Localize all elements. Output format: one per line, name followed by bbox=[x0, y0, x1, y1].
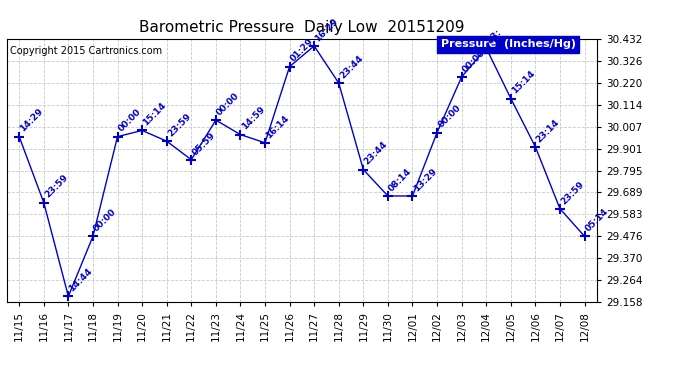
Text: 00:00: 00:00 bbox=[436, 104, 462, 130]
Text: 05:59: 05:59 bbox=[190, 130, 217, 157]
Text: 01:29: 01:29 bbox=[289, 37, 315, 64]
Text: 16:14: 16:14 bbox=[264, 113, 291, 140]
Text: 23:59: 23:59 bbox=[559, 179, 586, 206]
Text: 00:00: 00:00 bbox=[461, 48, 487, 74]
Text: 23:44: 23:44 bbox=[338, 54, 365, 80]
Text: 00:00: 00:00 bbox=[215, 91, 242, 117]
Text: Pressure  (Inches/Hg): Pressure (Inches/Hg) bbox=[440, 39, 575, 50]
Text: 15:14: 15:14 bbox=[510, 69, 537, 96]
Text: 00:00: 00:00 bbox=[117, 108, 143, 134]
Title: Barometric Pressure  Daily Low  20151209: Barometric Pressure Daily Low 20151209 bbox=[139, 20, 464, 35]
Text: 23:59: 23:59 bbox=[43, 173, 70, 200]
Text: 14:44: 14:44 bbox=[68, 267, 95, 294]
Text: 05:14: 05:14 bbox=[584, 207, 611, 234]
Text: Copyright 2015 Cartronics.com: Copyright 2015 Cartronics.com bbox=[10, 46, 162, 56]
Text: 23:14: 23:14 bbox=[535, 117, 561, 144]
Text: 13:29: 13:29 bbox=[412, 166, 438, 193]
Text: 14:59: 14:59 bbox=[239, 105, 266, 132]
Text: 23:44: 23:44 bbox=[362, 140, 389, 167]
Text: 23:: 23: bbox=[486, 27, 503, 45]
Text: 15:14: 15:14 bbox=[141, 101, 168, 128]
Text: 08:14: 08:14 bbox=[387, 166, 414, 193]
Text: 14:29: 14:29 bbox=[19, 107, 45, 134]
Text: 23:59: 23:59 bbox=[166, 112, 193, 138]
Text: 00:00: 00:00 bbox=[92, 207, 119, 234]
Text: 16:29: 16:29 bbox=[313, 16, 340, 43]
